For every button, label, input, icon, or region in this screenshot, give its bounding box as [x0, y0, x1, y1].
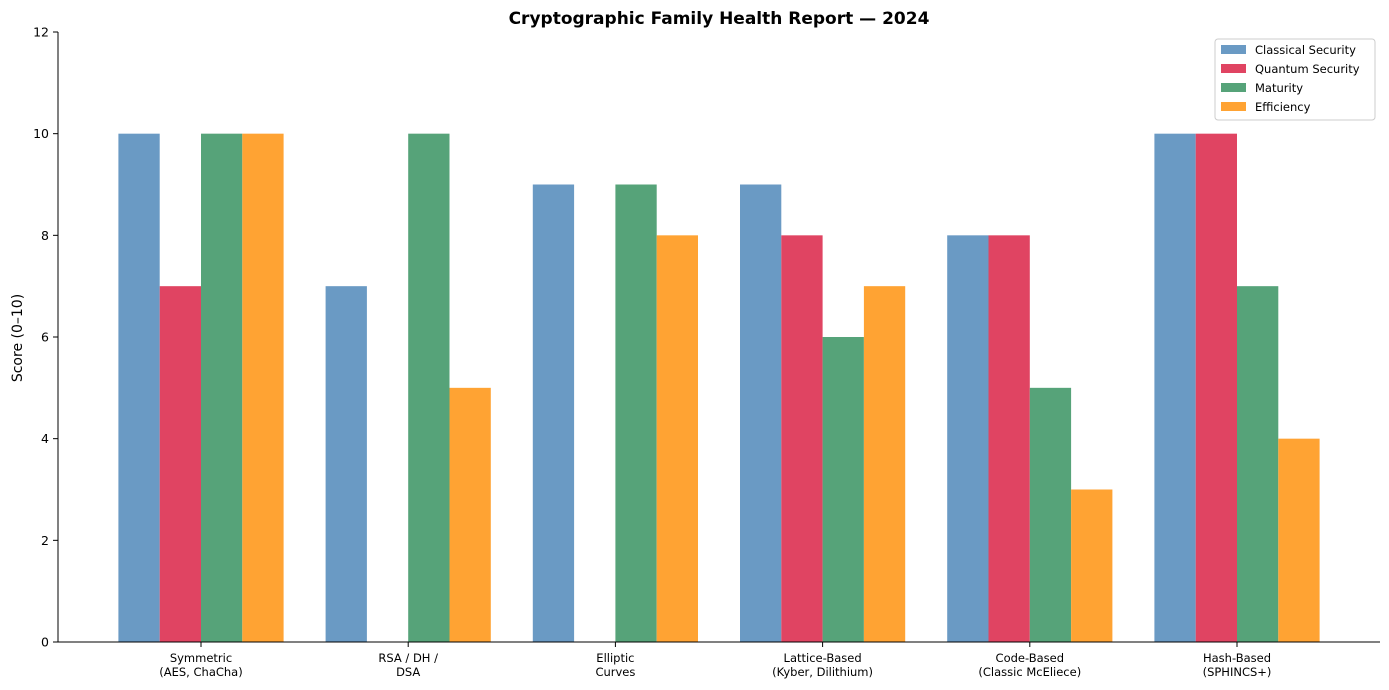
x-tick-label-line: Lattice-Based: [784, 651, 862, 665]
bar: [822, 337, 864, 642]
bar: [988, 235, 1030, 642]
bar: [1154, 133, 1196, 643]
x-tick-label: Elliptic Curves: [595, 651, 635, 679]
x-tick-label-line: Symmetric: [170, 651, 232, 665]
chart-title: Cryptographic Family Health Report — 202…: [509, 9, 930, 29]
legend-box: [1214, 38, 1376, 121]
bar: [740, 184, 782, 642]
bar: [201, 133, 243, 643]
legend: Classical Security Quantum Security Maturi…: [1214, 38, 1376, 121]
x-tick-label-line: (AES, ChaCha): [159, 665, 242, 679]
x-tick-label-line: (Kyber, Dilithium): [772, 665, 873, 679]
bar: [947, 235, 989, 642]
bar: [781, 235, 823, 642]
bar: [118, 133, 160, 643]
x-tick-label-line: Curves: [595, 665, 635, 679]
y-tick-label: 6: [41, 330, 49, 345]
x-tick-label-line: Hash-Based: [1203, 651, 1271, 665]
bar: [1071, 489, 1113, 642]
x-tick-label: RSA / DH / DSA: [378, 651, 438, 679]
legend-swatch: [1221, 102, 1246, 111]
legend-label: Maturity: [1255, 81, 1303, 95]
y-tick-label: 4: [41, 431, 49, 446]
bar: [1237, 286, 1279, 642]
x-tick-label-line: (SPHINCS+): [1203, 665, 1272, 679]
bar: [242, 133, 284, 643]
x-tick-label: Symmetric (AES, ChaCha): [159, 651, 242, 679]
bar: [325, 286, 367, 642]
legend-swatch: [1221, 83, 1246, 92]
y-tick-label: 8: [41, 228, 49, 243]
legend-label: Classical Security: [1255, 43, 1356, 57]
bars-layer: [118, 133, 1320, 643]
x-ticks: Symmetric (AES, ChaCha) RSA / DH / DSA Ellip…: [159, 642, 1271, 679]
bar: [1278, 438, 1320, 642]
y-tick-label: 2: [41, 533, 49, 548]
y-ticks: 0 2 4 6 8 10 12: [33, 25, 58, 650]
y-axis-label: Score (0–10): [10, 294, 26, 382]
x-tick-label-line: (Classic McEliece): [978, 665, 1081, 679]
x-tick-label: Lattice-Based (Kyber, Dilithium): [772, 651, 873, 679]
y-tick-label: 10: [33, 126, 49, 141]
legend-swatch: [1221, 45, 1246, 54]
bar: [1195, 133, 1237, 643]
bar: [408, 133, 450, 643]
legend-label: Quantum Security: [1255, 62, 1360, 76]
bar: [615, 184, 657, 642]
legend-swatch: [1221, 64, 1246, 73]
bar: [449, 387, 491, 642]
y-tick-label: 0: [41, 635, 49, 650]
x-tick-label-line: Code-Based: [996, 651, 1064, 665]
bar: [656, 235, 698, 642]
bar: [863, 286, 906, 642]
y-tick-label: 12: [33, 25, 49, 40]
x-tick-label-line: DSA: [396, 665, 420, 679]
x-tick-label-line: Elliptic: [596, 651, 634, 665]
bar: [532, 184, 575, 642]
bar: [1029, 387, 1072, 642]
x-tick-label-line: RSA / DH /: [378, 651, 438, 665]
legend-label: Efficiency: [1255, 100, 1311, 114]
bar: [159, 286, 201, 642]
x-tick-label: Code-Based (Classic McEliece): [978, 651, 1081, 679]
x-tick-label: Hash-Based (SPHINCS+): [1203, 651, 1272, 679]
